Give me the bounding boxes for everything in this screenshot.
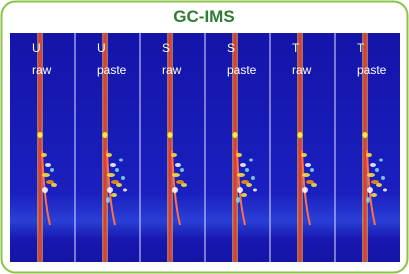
panel-state: raw xyxy=(162,63,182,77)
peak-spot xyxy=(246,183,252,187)
peak-spot xyxy=(38,132,43,138)
peak-spot xyxy=(51,183,57,187)
peak-spot xyxy=(236,153,242,157)
peak-spot xyxy=(366,153,372,157)
peak-spot xyxy=(171,153,177,157)
peak-spot xyxy=(251,176,255,180)
panel-state: raw xyxy=(292,63,312,77)
peak-spot xyxy=(237,173,245,177)
peak-spot xyxy=(237,187,243,193)
panel-sample: S xyxy=(227,41,235,55)
peak-spot xyxy=(168,132,173,138)
peak-spot xyxy=(41,153,47,157)
peak-spot xyxy=(123,189,127,192)
peak-spot xyxy=(376,183,382,187)
peak-spot xyxy=(305,163,311,167)
page: GC-IMS UrawUpasteSrawSpasteTrawTpaste ((… xyxy=(0,0,409,274)
panel-sample: T xyxy=(292,41,300,55)
peak-spot xyxy=(241,193,247,197)
peak-spot xyxy=(111,193,117,197)
peak-spot xyxy=(115,168,119,172)
peak-spot xyxy=(175,163,181,167)
peak-spot xyxy=(119,159,123,162)
panel-state: paste xyxy=(227,63,257,77)
panel-state: paste xyxy=(97,63,127,77)
peak-spot xyxy=(249,159,253,162)
peak-spot xyxy=(245,168,249,172)
peak-spot xyxy=(383,189,387,192)
panel-sample: U xyxy=(97,41,106,55)
peak-spot xyxy=(310,168,314,172)
panel-sample: S xyxy=(162,41,170,55)
peak-spot xyxy=(107,187,113,193)
peak-spot xyxy=(302,187,308,193)
peak-spot xyxy=(298,132,303,138)
peak-spot xyxy=(370,163,376,167)
peak-spot xyxy=(50,168,54,172)
peak-spot xyxy=(103,132,108,138)
peak-spot xyxy=(371,193,377,197)
peak-spot xyxy=(180,168,184,172)
peak-spot xyxy=(311,183,317,187)
peak-spot xyxy=(233,132,238,138)
peak-spot xyxy=(302,173,310,177)
peak-spot xyxy=(116,183,122,187)
peak-spot xyxy=(240,163,246,167)
panel-sample: U xyxy=(32,41,41,55)
peak-spot xyxy=(106,197,110,203)
peak-spot xyxy=(301,153,307,157)
peak-spot xyxy=(107,173,115,177)
peak-spot xyxy=(366,197,370,203)
title: GC-IMS xyxy=(173,7,234,26)
panel-state: raw xyxy=(32,63,52,77)
peak-spot xyxy=(42,173,50,177)
panel-sample: T xyxy=(357,41,365,55)
peak-spot xyxy=(379,159,383,162)
peak-spot xyxy=(236,197,240,203)
peak-spot xyxy=(381,176,385,180)
peak-spot xyxy=(45,163,51,167)
peak-spot xyxy=(363,132,368,138)
peak-spot xyxy=(253,189,257,192)
panel-state: paste xyxy=(357,63,387,77)
peak-spot xyxy=(106,153,112,157)
peak-spot xyxy=(121,176,125,180)
peak-spot xyxy=(181,183,187,187)
peak-spot xyxy=(375,168,379,172)
peak-spot xyxy=(172,187,178,193)
peak-spot xyxy=(42,187,48,193)
peak-spot xyxy=(367,187,373,193)
figure: GC-IMS Uraw Upaste Sraw Spaste Traw Tpaste xyxy=(0,0,409,274)
peak-spot xyxy=(367,173,375,177)
peak-spot xyxy=(110,163,116,167)
peak-spot xyxy=(172,173,180,177)
